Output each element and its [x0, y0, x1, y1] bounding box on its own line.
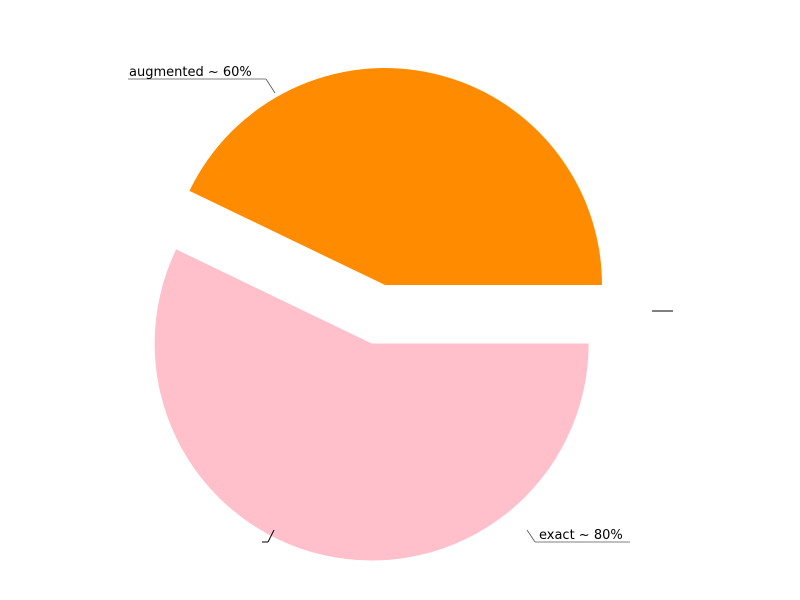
- leader-line-exact: [526, 529, 536, 543]
- slice-annotations: augmented ~ 60% exact ~ 80%: [128, 65, 673, 543]
- slices-group: [154, 68, 603, 561]
- leader-line-empty-bottom-a: [267, 529, 275, 543]
- slice-label-augmented: augmented ~ 60%: [129, 65, 252, 80]
- slice-augmented: [189, 68, 603, 285]
- slice-exact: [154, 249, 589, 561]
- slice-label-exact: exact ~ 80%: [539, 528, 623, 543]
- leader-line-augmented: [265, 78, 276, 94]
